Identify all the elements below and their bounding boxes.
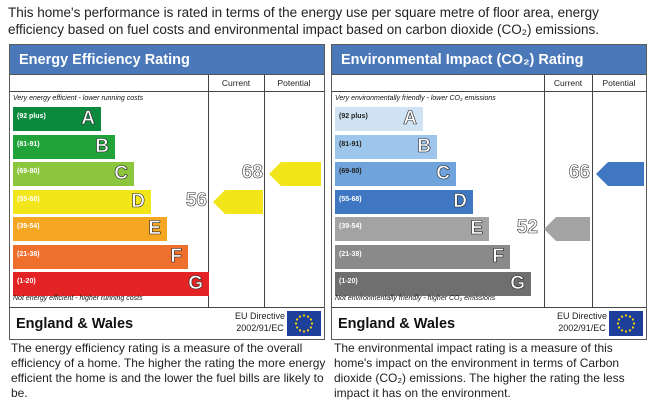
energy-potential-value: 68 bbox=[241, 162, 264, 184]
band-range: (69-80) bbox=[17, 168, 40, 175]
environment-potential-value: 66 bbox=[568, 162, 591, 184]
band-range: (1-20) bbox=[17, 278, 36, 285]
band-range: (92 plus) bbox=[17, 113, 46, 120]
band-e: (39-54) E bbox=[13, 217, 167, 241]
band-f: (21-38) F bbox=[13, 244, 188, 269]
band-letter: A bbox=[403, 108, 417, 130]
band-letter: G bbox=[188, 273, 203, 295]
energy-panel-footer: England & Wales EU Directive 2002/91/EC bbox=[10, 307, 324, 340]
arrow-shape bbox=[596, 162, 644, 186]
energy-efficiency-panel: Energy Efficiency Rating Current Potenti… bbox=[9, 44, 325, 340]
band-b: (81-91) B bbox=[335, 134, 437, 159]
band-range: (81-91) bbox=[339, 140, 362, 148]
environment-bottom-caption: Not environmentally friendly - higher CO… bbox=[335, 295, 496, 302]
potential-column-header: Potential bbox=[602, 78, 636, 88]
band-range: (21-38) bbox=[339, 250, 362, 258]
band-d: (55-68) D bbox=[335, 189, 473, 214]
band-letter: E bbox=[148, 218, 161, 240]
band-c: (69-80) C bbox=[335, 162, 456, 186]
band-b: (81-91) B bbox=[13, 134, 115, 159]
energy-panel-title: Energy Efficiency Rating bbox=[10, 45, 324, 75]
energy-region-label: England & Wales bbox=[16, 316, 134, 332]
band-range: (92 plus) bbox=[339, 113, 368, 120]
band-range: (81-91) bbox=[17, 140, 40, 148]
environment-current-value: 52 bbox=[516, 217, 539, 239]
band-letter: D bbox=[131, 190, 145, 212]
band-letter: C bbox=[114, 163, 128, 185]
band-range: (39-54) bbox=[339, 223, 362, 230]
band-c: (69-80) C bbox=[13, 162, 134, 186]
eu-flag-icon bbox=[609, 311, 643, 336]
energy-description: The energy efficiency rating is a measur… bbox=[11, 341, 326, 400]
band-range: (1-20) bbox=[339, 278, 358, 285]
band-letter: B bbox=[95, 135, 109, 157]
energy-current-value: 56 bbox=[185, 189, 208, 211]
band-letter: D bbox=[453, 190, 467, 212]
band-e: (39-54) E bbox=[335, 217, 489, 241]
band-g: (1-20) G bbox=[13, 272, 209, 296]
environment-panel-title: Environmental Impact (CO₂) Rating bbox=[332, 45, 646, 75]
energy-top-caption: Very energy efficient - lower running co… bbox=[13, 95, 144, 102]
environment-top-caption: Very environmentally friendly - lower CO… bbox=[335, 95, 496, 102]
potential-column-header: Potential bbox=[277, 78, 311, 88]
energy-directive: EU Directive 2002/91/EC bbox=[234, 311, 285, 333]
band-range: (21-38) bbox=[17, 250, 40, 258]
band-a: (92 plus) A bbox=[335, 107, 423, 131]
band-letter: F bbox=[170, 245, 182, 267]
band-range: (39-54) bbox=[17, 223, 40, 230]
band-g: (1-20) G bbox=[335, 272, 531, 296]
band-range: (55-68) bbox=[339, 195, 362, 203]
band-letter: A bbox=[81, 108, 95, 130]
band-letter: F bbox=[492, 245, 504, 267]
current-column-header: Current bbox=[553, 78, 583, 88]
current-column-header: Current bbox=[221, 78, 251, 88]
band-a: (92 plus) A bbox=[13, 107, 101, 131]
band-d: (55-68) D bbox=[13, 189, 151, 214]
arrow-shape bbox=[544, 217, 590, 241]
band-range: (69-80) bbox=[339, 168, 362, 175]
band-f: (21-38) F bbox=[335, 244, 510, 269]
band-range: (55-68) bbox=[17, 195, 40, 203]
energy-bottom-caption: Not energy efficient - higher running co… bbox=[13, 295, 143, 302]
band-letter: E bbox=[470, 218, 483, 240]
environmental-impact-panel: Environmental Impact (CO₂) Rating Curren… bbox=[331, 44, 647, 340]
band-letter: G bbox=[510, 273, 525, 295]
arrow-shape bbox=[213, 189, 263, 214]
environment-directive: EU Directive 2002/91/EC bbox=[556, 311, 607, 333]
band-letter: B bbox=[417, 135, 431, 157]
band-letter: C bbox=[436, 163, 450, 185]
intro-text: This home's performance is rated in term… bbox=[8, 5, 600, 37]
environment-description: The environmental impact rating is a mea… bbox=[334, 341, 625, 400]
environment-panel-footer: England & Wales EU Directive 2002/91/EC bbox=[332, 307, 646, 340]
environment-region-label: England & Wales bbox=[338, 316, 456, 332]
arrow-shape bbox=[269, 162, 321, 186]
eu-flag-icon bbox=[287, 311, 321, 336]
